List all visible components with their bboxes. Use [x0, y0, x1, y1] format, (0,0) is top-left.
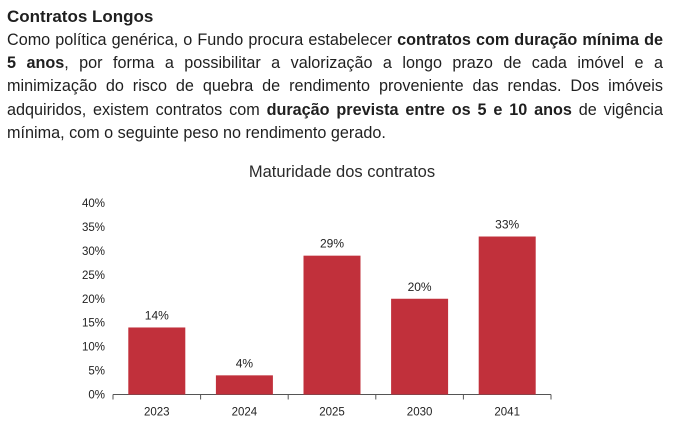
y-tick-label: 15% [82, 318, 105, 330]
text-run: de vigência mínima, com o seguinte peso … [7, 100, 663, 142]
body-paragraph: Como política genérica, o Fundo procura … [7, 29, 663, 145]
x-tick-label: 2024 [232, 407, 258, 419]
y-tick-label: 5% [88, 366, 105, 378]
bar-2023 [128, 327, 186, 395]
y-tick-label: 10% [82, 342, 105, 354]
data-label: 20% [408, 280, 432, 294]
y-tick-label: 35% [82, 222, 105, 234]
bar-2024 [215, 375, 273, 395]
bold-text-run: duração prevista entre os 5 e 10 anos [266, 100, 572, 119]
y-tick-label: 0% [88, 390, 105, 402]
bar-2030 [391, 298, 449, 395]
x-tick-label: 2030 [407, 407, 433, 419]
data-label: 29% [320, 237, 344, 251]
text-run: , por forma a possibilitar a valorização… [7, 54, 663, 119]
y-tick-label: 25% [82, 270, 105, 282]
bar-2041 [478, 236, 536, 395]
x-tick-label: 2023 [144, 407, 170, 419]
bar-2025 [303, 255, 361, 395]
data-label: 14% [145, 308, 169, 322]
y-tick-label: 30% [82, 246, 105, 258]
data-label: 33% [495, 218, 519, 232]
text-run: Como política genérica, o Fundo procura … [7, 31, 398, 49]
y-tick-label: 40% [82, 198, 105, 210]
chart-title: Maturidade dos contratos [248, 163, 436, 181]
bold-text-run: contratos com duração mínima de 5 anos [7, 31, 663, 73]
x-tick-label: 2025 [319, 407, 345, 419]
section-title: Contratos Longos [7, 7, 154, 26]
data-label: 4% [236, 356, 254, 370]
x-tick-label: 2041 [494, 407, 520, 419]
y-tick-label: 20% [82, 294, 105, 306]
